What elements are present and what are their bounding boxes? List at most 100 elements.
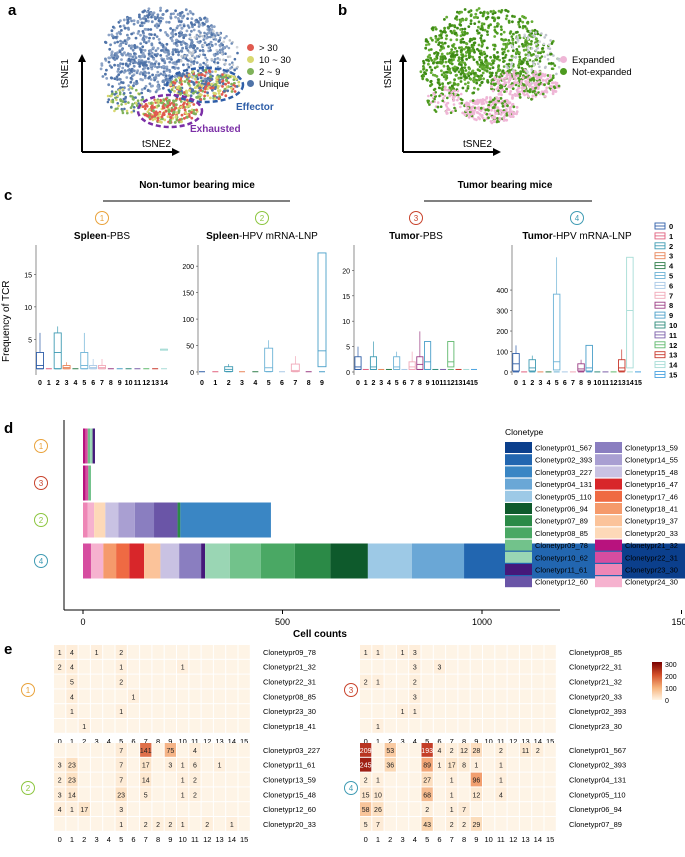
cell-point [143, 66, 147, 70]
heatmap-cell [421, 689, 433, 704]
cell-point [165, 9, 169, 13]
cell-point [534, 58, 538, 62]
heatmap-cell [140, 757, 152, 772]
cell-point [477, 20, 481, 24]
col-label: 5 [119, 835, 123, 844]
cell-point [156, 47, 160, 50]
cell-point [113, 41, 117, 45]
cell-point [498, 75, 501, 79]
row-label: Clonetypr21_32 [569, 678, 622, 687]
heatmap-cell [372, 802, 384, 816]
heatmap-cell [164, 689, 176, 704]
heatmap-cell [519, 645, 532, 659]
heatmap-cell [140, 704, 152, 718]
heatmap-cell [54, 689, 66, 704]
x-tick-label: 12 [447, 380, 455, 387]
heatmap-cell [384, 817, 396, 831]
legend-label: 3 [669, 252, 673, 261]
cell-point [126, 38, 130, 41]
legend-label: 9 [669, 311, 673, 320]
cell-point [484, 108, 488, 112]
x-tick-label: 14 [160, 380, 168, 387]
cell-point [495, 111, 499, 115]
cell-point [127, 101, 130, 104]
heatmap-cell [164, 787, 176, 802]
cell-value: 5 [70, 680, 74, 687]
heatmap-cell [90, 659, 103, 674]
cell-point [185, 113, 189, 116]
heatmap-cell [372, 689, 384, 704]
heatmap-cell [532, 787, 544, 802]
cell-point [205, 17, 209, 21]
x-tick-label: 5 [395, 380, 399, 387]
cell-point [455, 33, 459, 37]
cell-point [431, 28, 435, 32]
cell-point [179, 33, 183, 37]
x-tick-label: 7 [410, 380, 414, 387]
cell-point [187, 82, 191, 86]
cell-value: 29 [472, 822, 480, 829]
cell-point [496, 106, 500, 110]
cell-point [517, 45, 521, 48]
cell-point [151, 118, 155, 122]
cell-point [526, 49, 530, 52]
x-tick-label: 12 [142, 380, 150, 387]
cell-point [497, 92, 501, 96]
x-tick-label: 6 [280, 380, 284, 387]
x-tick-label: 4 [73, 380, 77, 387]
heatmap-cell [532, 674, 544, 689]
cell-point [442, 64, 446, 68]
bar-segment [330, 543, 368, 579]
heatmap-cell [226, 674, 238, 689]
cell-value: 1 [450, 792, 454, 799]
heatmap-cell [177, 674, 189, 689]
cell-point [505, 64, 508, 68]
heatmap-cell [483, 802, 495, 816]
heatmap-cell [372, 645, 384, 659]
cell-point [164, 74, 168, 78]
x-tick-label: 9 [118, 380, 122, 387]
cell-point [182, 24, 186, 28]
heatmap-cell [152, 802, 164, 816]
cell-point [460, 56, 464, 60]
cell-point [185, 102, 189, 106]
cell-point [192, 28, 196, 32]
cell-point [427, 42, 431, 46]
x-tick-label: 13 [151, 380, 159, 387]
cell-point [540, 55, 544, 58]
cell-point [439, 45, 443, 48]
x-tick-label: 4 [547, 380, 551, 387]
heatmap-cell [66, 817, 78, 831]
cell-point [185, 78, 189, 81]
cell-point [498, 58, 501, 62]
cell-point [538, 56, 542, 60]
cell-point [111, 100, 115, 104]
cell-point [221, 50, 225, 54]
cell-point [157, 16, 161, 20]
cell-point [438, 41, 441, 45]
col-label: 7 [144, 737, 148, 746]
group-right-title: Tumor bearing mice [457, 180, 553, 191]
cell-point [505, 14, 509, 18]
heatmap-cell [433, 719, 446, 733]
legend-swatch [595, 551, 622, 563]
cell-value: 1 [499, 778, 503, 785]
x-tick-label: 8 [307, 380, 311, 387]
cell-point [496, 55, 500, 59]
row-label: Clonetypr21_32 [263, 663, 316, 672]
cell-point [191, 40, 194, 44]
box [408, 361, 416, 370]
cell-point [526, 89, 530, 93]
bar-segment [105, 502, 119, 538]
cell-point [124, 102, 127, 106]
cell-point [143, 9, 147, 13]
cell-point [548, 74, 552, 77]
legend-item: Not-expanded [560, 67, 632, 79]
heatmap-cell [470, 787, 482, 802]
cell-point [448, 91, 451, 95]
cell-point [148, 112, 151, 115]
cell-point [541, 72, 544, 76]
heatmap-cell [495, 689, 507, 704]
cell-point [121, 100, 125, 103]
heatmap-cell [470, 817, 482, 831]
